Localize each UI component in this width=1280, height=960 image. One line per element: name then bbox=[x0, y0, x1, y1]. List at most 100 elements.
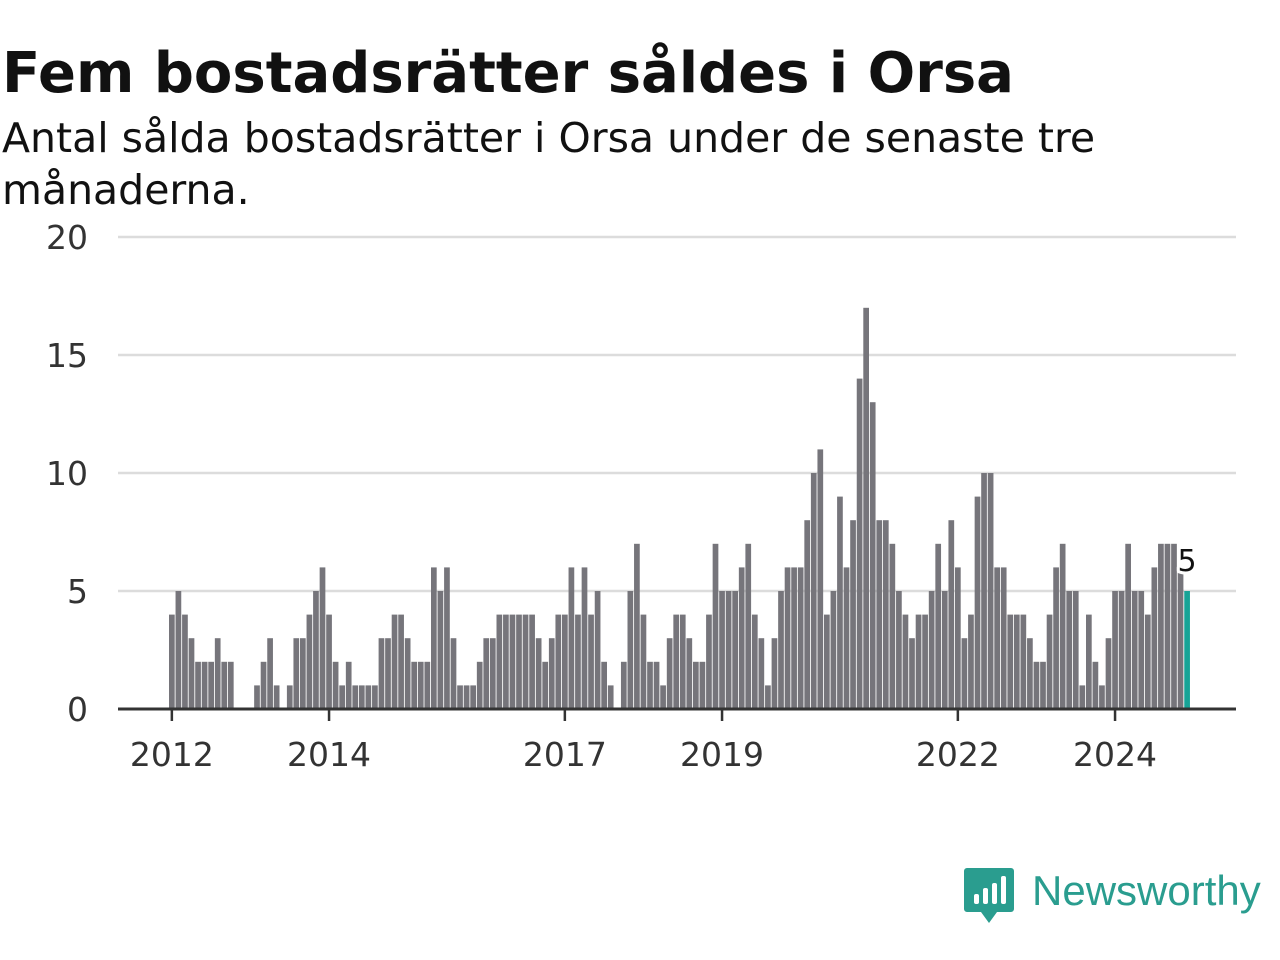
bar bbox=[994, 567, 1000, 709]
bar bbox=[620, 661, 627, 709]
bar bbox=[267, 638, 273, 709]
bar bbox=[496, 614, 503, 709]
bar bbox=[1079, 685, 1086, 709]
bar bbox=[955, 567, 961, 709]
bar bbox=[778, 591, 784, 709]
bar bbox=[830, 591, 837, 709]
bar bbox=[548, 638, 555, 709]
bar bbox=[470, 685, 476, 709]
bar bbox=[738, 567, 745, 709]
bar bbox=[751, 614, 758, 709]
bar bbox=[771, 638, 778, 709]
bar bbox=[463, 685, 470, 709]
bar bbox=[817, 449, 824, 709]
bar bbox=[791, 567, 797, 709]
bar bbox=[647, 661, 653, 709]
highlight-value-label: 5 bbox=[1178, 544, 1197, 579]
bar bbox=[797, 567, 804, 709]
bar bbox=[706, 614, 712, 709]
bar bbox=[581, 567, 588, 709]
bar bbox=[863, 307, 869, 709]
highlight-value-halo: 5 bbox=[1178, 544, 1197, 579]
bar bbox=[535, 638, 542, 709]
bar bbox=[673, 614, 680, 709]
bar bbox=[391, 614, 398, 709]
bar bbox=[476, 661, 483, 709]
bar bbox=[483, 638, 490, 709]
bar bbox=[594, 591, 601, 709]
bar bbox=[1151, 567, 1158, 709]
bar bbox=[1013, 614, 1020, 709]
bar bbox=[306, 614, 313, 709]
bar bbox=[882, 520, 889, 709]
bar bbox=[1177, 567, 1184, 709]
bar bbox=[1164, 543, 1171, 709]
bar bbox=[640, 614, 647, 709]
axes bbox=[118, 707, 1236, 721]
bar bbox=[850, 520, 856, 709]
bar bbox=[601, 661, 607, 709]
bar bbox=[489, 638, 496, 709]
bar bbox=[961, 638, 968, 709]
bar bbox=[286, 685, 293, 709]
bar bbox=[666, 638, 673, 709]
bar bbox=[1072, 591, 1079, 709]
chart-title: Fem bostadsrätter såldes i Orsa bbox=[2, 41, 1014, 106]
y-tick-label: 20 bbox=[46, 218, 88, 257]
bar bbox=[542, 661, 549, 709]
bar bbox=[896, 591, 902, 709]
bar bbox=[208, 661, 214, 709]
bar bbox=[457, 685, 463, 709]
bar bbox=[516, 614, 522, 709]
bar bbox=[634, 543, 640, 709]
bar bbox=[1158, 543, 1164, 709]
bar bbox=[607, 685, 614, 709]
bar bbox=[188, 638, 195, 709]
bar bbox=[660, 685, 666, 709]
bar bbox=[824, 614, 830, 709]
bar bbox=[810, 473, 817, 709]
bar bbox=[1105, 638, 1112, 709]
y-tick-label: 10 bbox=[46, 454, 88, 493]
bar bbox=[385, 638, 391, 709]
bar bbox=[1053, 567, 1059, 709]
bar bbox=[1000, 567, 1007, 709]
bar bbox=[503, 614, 509, 709]
x-tick-label: 2022 bbox=[916, 735, 1000, 774]
grid-lines bbox=[118, 235, 1236, 593]
bar bbox=[928, 591, 935, 709]
bar bbox=[555, 614, 562, 709]
bar bbox=[431, 567, 437, 709]
bar bbox=[653, 661, 660, 709]
bar bbox=[804, 520, 811, 709]
y-tick-label: 15 bbox=[46, 336, 88, 375]
bar bbox=[1144, 614, 1151, 709]
bar bbox=[725, 591, 732, 709]
bar bbox=[1125, 543, 1131, 709]
bar bbox=[922, 614, 928, 709]
bar bbox=[332, 661, 339, 709]
bar bbox=[254, 685, 260, 709]
x-tick-label: 2019 bbox=[680, 735, 764, 774]
bar bbox=[444, 567, 450, 709]
bar bbox=[437, 591, 444, 709]
bar bbox=[568, 567, 575, 709]
bar bbox=[352, 685, 359, 709]
bar bbox=[300, 638, 306, 709]
bar bbox=[745, 543, 752, 709]
bar bbox=[732, 591, 738, 709]
bar bbox=[935, 543, 942, 709]
x-tick-label: 2017 bbox=[523, 735, 607, 774]
bar bbox=[1040, 661, 1046, 709]
bar bbox=[450, 638, 457, 709]
bar bbox=[981, 473, 987, 709]
bar bbox=[837, 496, 843, 709]
bar bbox=[686, 638, 693, 709]
bar bbox=[941, 591, 948, 709]
bar bbox=[1046, 614, 1053, 709]
bar bbox=[169, 614, 175, 709]
bar bbox=[201, 661, 208, 709]
bar bbox=[987, 473, 994, 709]
bar bbox=[915, 614, 922, 709]
